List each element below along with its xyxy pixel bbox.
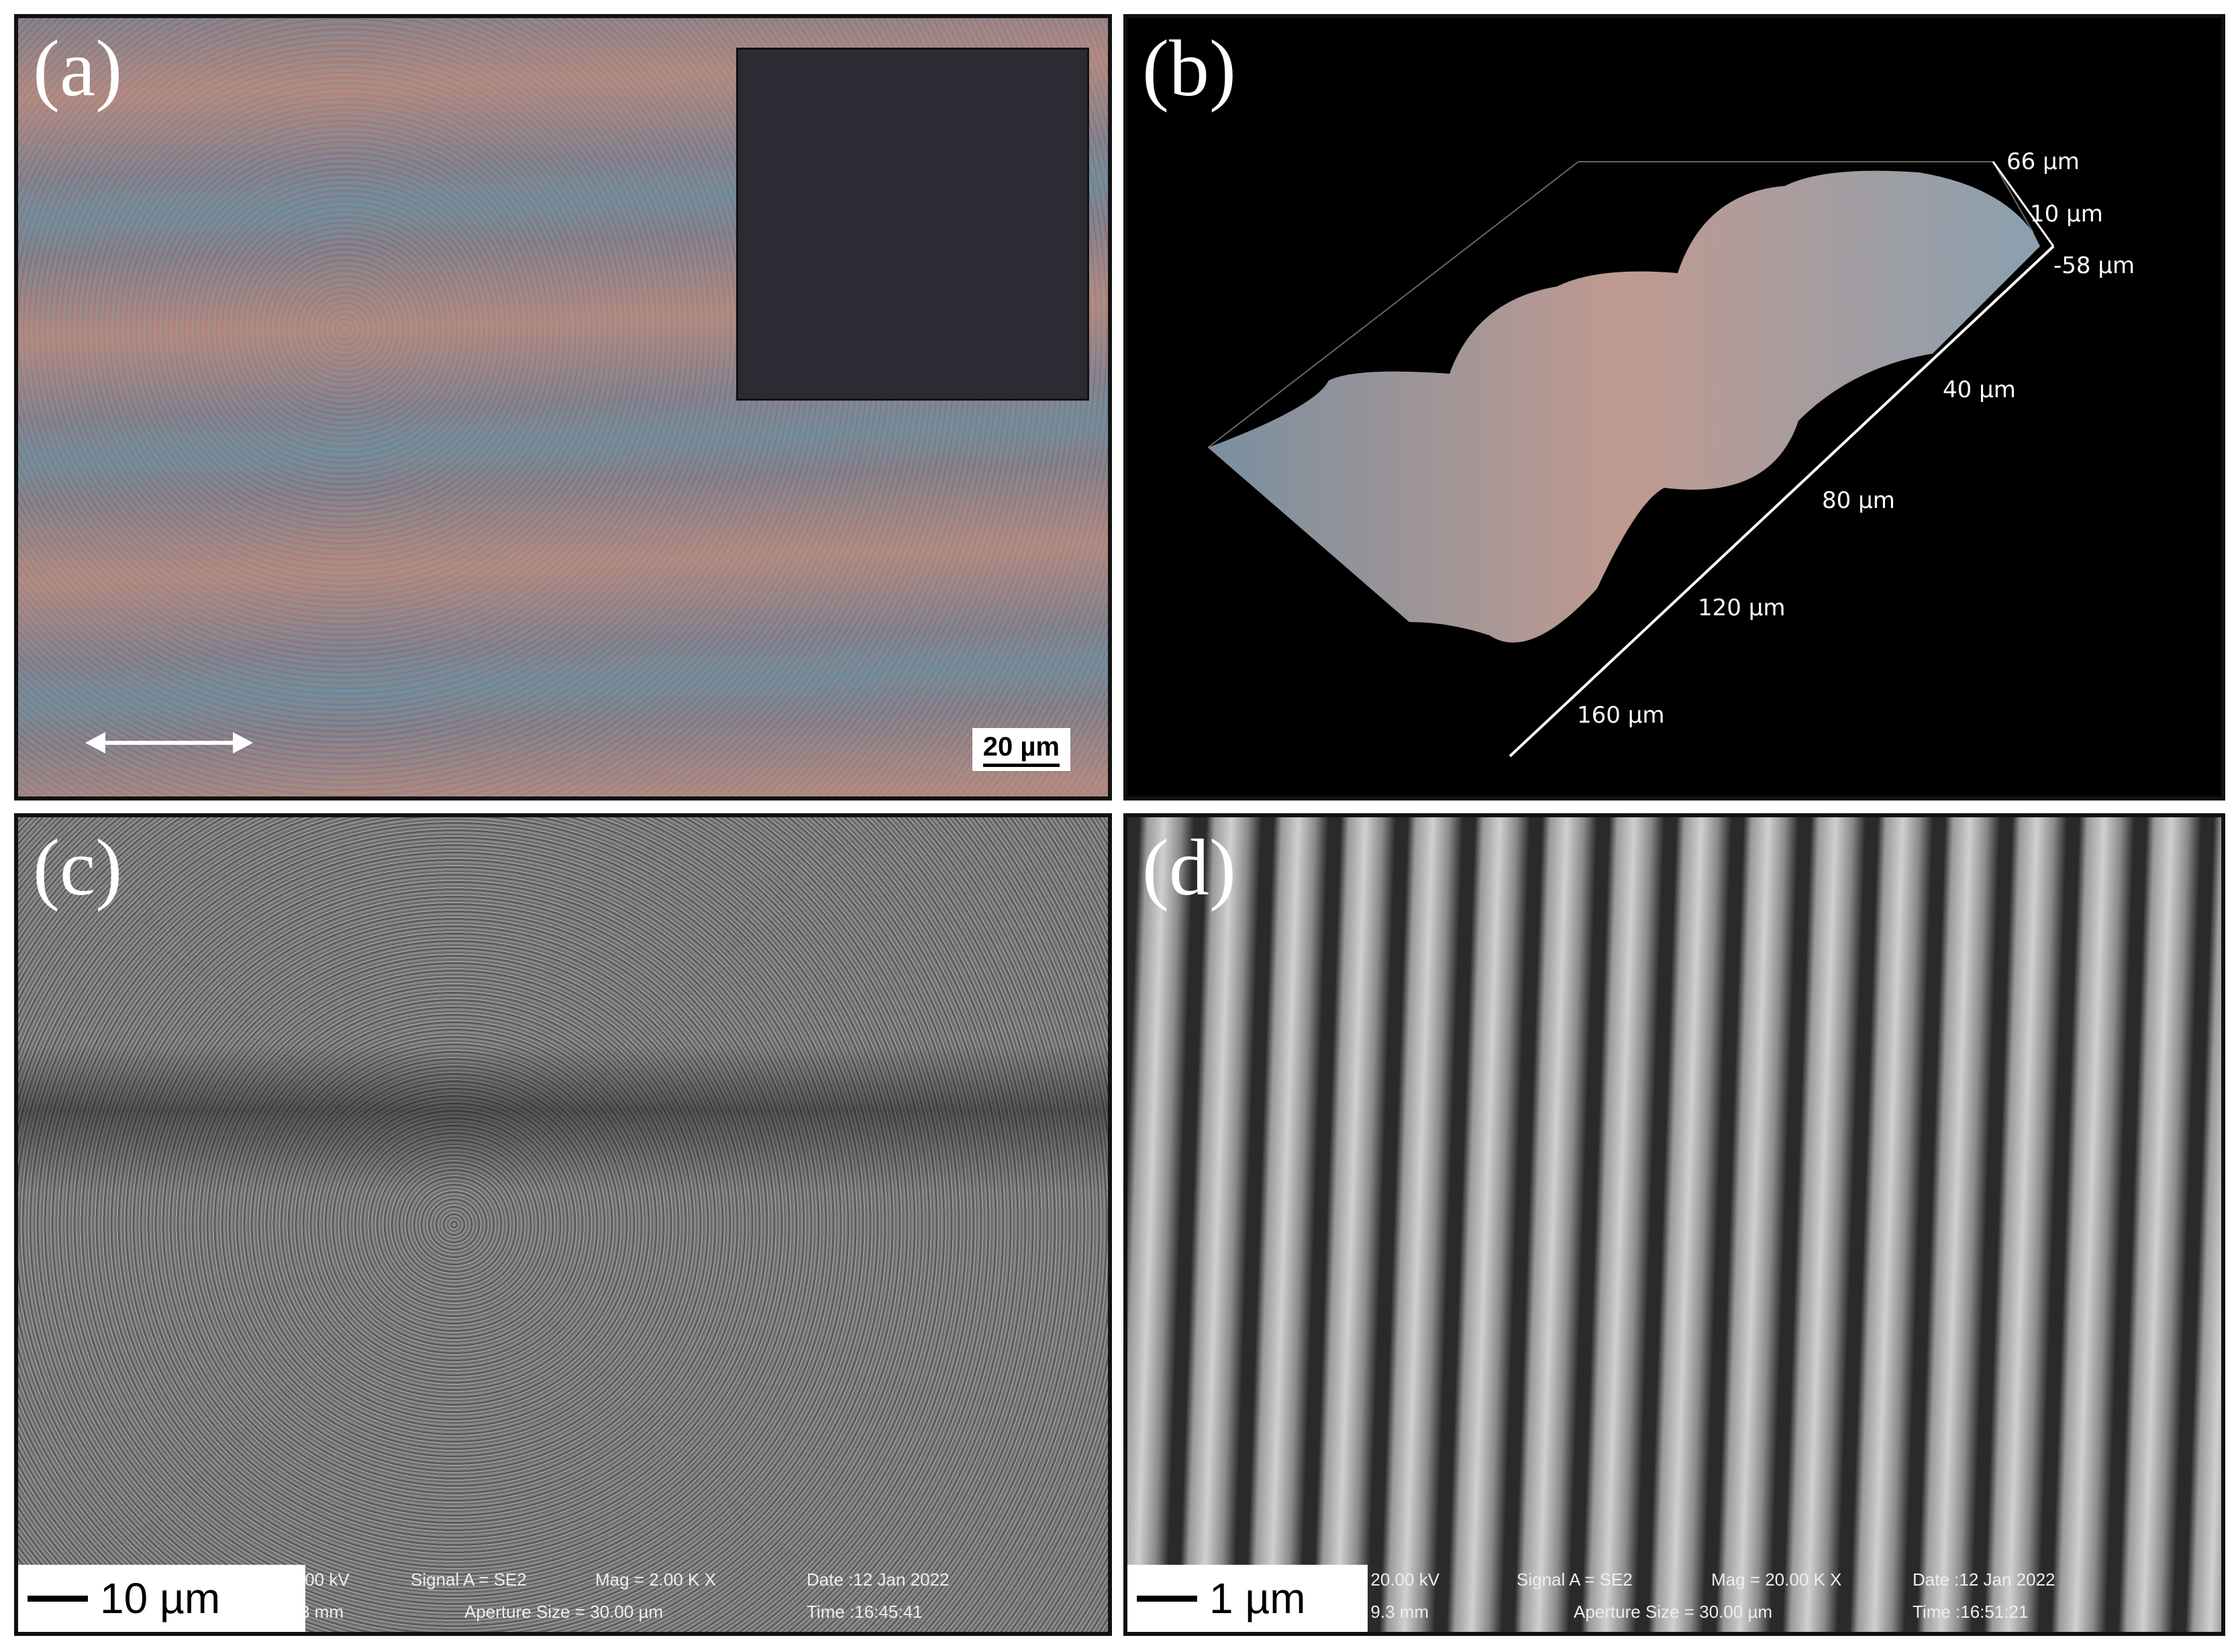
x-tick: 40 µm: [1943, 376, 2016, 403]
scale-bar-label: 1 µm: [1209, 1574, 1306, 1622]
sem-mag: Mag = 2.00 K X: [595, 1569, 716, 1590]
x-tick: 120 µm: [1698, 595, 1785, 621]
x-tick: 160 µm: [1577, 702, 1664, 729]
panel-c-sem-image: (c) .00 kV Signal A = SE2 Mag = 2.00 K X…: [14, 813, 1112, 1636]
surface-3d-plot: 66 µm 10 µm -58 µm 40 µm 80 µm 120 µm 16…: [1207, 148, 2135, 758]
z-tick: 66 µm: [2006, 148, 2080, 175]
sem-aperture: Aperture Size = 30.00 µm: [464, 1602, 664, 1622]
z-axis: [1992, 161, 2055, 247]
sem-time: Time :16:51:21: [1913, 1602, 2029, 1622]
sem-date: Date :12 Jan 2022: [807, 1569, 950, 1590]
sem-time: Time :16:45:41: [807, 1602, 923, 1622]
panel-label: (c): [33, 823, 123, 912]
scale-bar: 10 µm: [18, 1565, 305, 1632]
panel-label: (d): [1142, 823, 1236, 912]
z-tick: 10 µm: [2030, 201, 2103, 227]
scale-bar-label: 20 µm: [982, 732, 1060, 762]
x-axis: [1509, 245, 2055, 758]
sem-date: Date :12 Jan 2022: [1913, 1569, 2055, 1590]
sem-eht: = 20.00 kV: [1356, 1569, 1440, 1590]
scale-bar-label: 10 µm: [100, 1574, 221, 1622]
z-tick: -58 µm: [2053, 252, 2135, 279]
scale-bar: 1 µm: [1127, 1565, 1368, 1632]
scale-bar: 20 µm: [972, 728, 1070, 771]
sem-signal: Signal A = SE2: [411, 1569, 527, 1590]
sem-eht: .00 kV: [300, 1569, 350, 1590]
double-headed-arrow-icon: [85, 732, 253, 754]
surface: [1208, 170, 2040, 643]
sem-mag: Mag = 20.00 K X: [1711, 1569, 1842, 1590]
sem-signal: Signal A = SE2: [1517, 1569, 1633, 1590]
x-tick: 80 µm: [1822, 487, 1895, 514]
panel-d-sem-image: (d) = 20.00 kV Signal A = SE2 Mag = 20.0…: [1123, 813, 2225, 1636]
panel-label: (b): [1142, 23, 1236, 113]
panel-b-3d-profile: (b) 66 µm 10 µm -58 µm 40 µm 80 µm 120 µ…: [1123, 14, 2225, 801]
inset-image: [736, 48, 1089, 401]
sem-wd: = 9.3 mm: [1356, 1602, 1429, 1622]
panel-a-optical-image: (a) 20 µm: [14, 14, 1112, 801]
sem-wd: 3 mm: [300, 1602, 344, 1622]
sem-aperture: Aperture Size = 30.00 µm: [1574, 1602, 1773, 1622]
panel-label: (a): [33, 23, 123, 113]
